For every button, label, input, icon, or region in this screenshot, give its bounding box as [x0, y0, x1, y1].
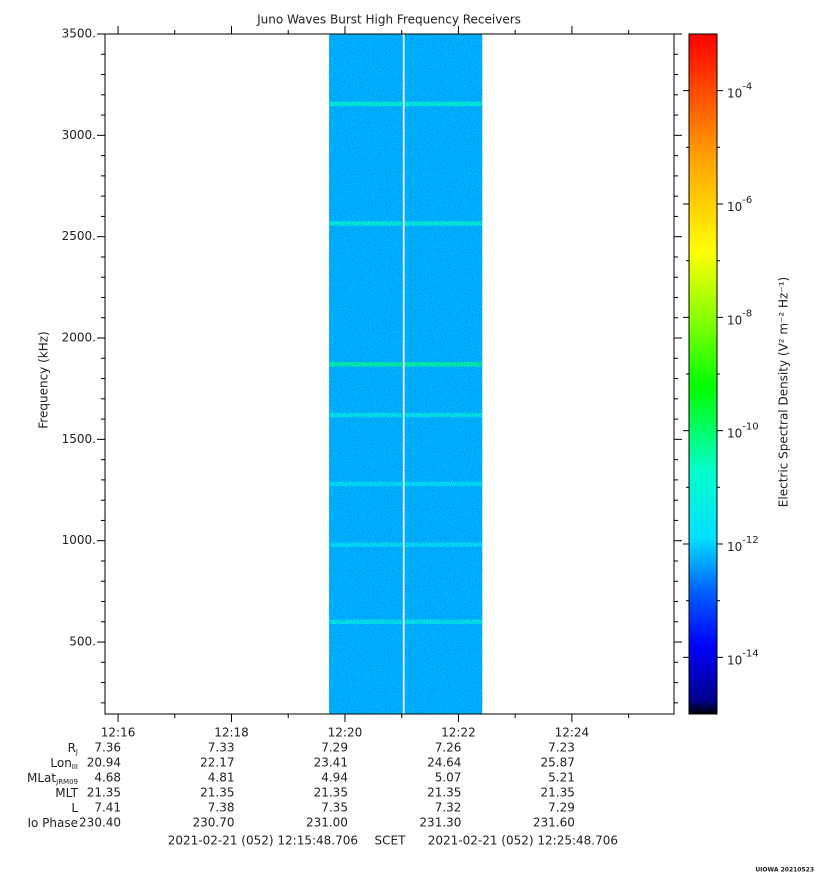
ephemeris-value: 230.40 [79, 816, 121, 830]
ephemeris-value: 7.29 [548, 801, 575, 815]
y-tick-label: 3000. [62, 128, 96, 142]
chart-title: Juno Waves Burst High Frequency Receiver… [256, 13, 521, 27]
ephemeris-value: 7.26 [435, 741, 462, 755]
colorbar-tick-label: 10-10 [727, 422, 759, 441]
ephemeris-label: L [71, 801, 78, 815]
colorbar-tick-base: 10 [727, 653, 742, 667]
x-tick-label: 12:24 [555, 726, 590, 740]
ephemeris-label: Io Phase [27, 816, 78, 830]
credit: UIOWA 20210523 [755, 867, 814, 874]
ephemeris-value: 21.35 [541, 786, 575, 800]
y-tick-label: 2500. [62, 229, 96, 243]
ephemeris-value: 7.41 [94, 801, 121, 815]
ephemeris-value: 21.35 [427, 786, 461, 800]
colorbar-tick-exponent: -10 [742, 422, 758, 433]
y-tick-label: 1500. [62, 432, 96, 446]
ephemeris-value: 230.70 [193, 816, 235, 830]
y-tick-label: 1000. [62, 533, 96, 547]
colorbar [688, 33, 718, 715]
colorbar-tick-base: 10 [727, 540, 742, 554]
colorbar-tick-exponent: -8 [742, 308, 752, 319]
ephemeris-value: 7.33 [208, 741, 235, 755]
ephemeris-label-text: R [68, 741, 76, 755]
x-tick-label: 12:22 [441, 726, 476, 740]
ephemeris-label-text: MLat [27, 771, 56, 785]
ephemeris-label: RJ [68, 741, 78, 757]
ephemeris-value: 21.35 [87, 786, 121, 800]
ephemeris-value: 231.60 [533, 816, 575, 830]
ephemeris-value: 21.35 [200, 786, 234, 800]
ephemeris-value: 4.81 [208, 771, 235, 785]
ephemeris-label: MLatJRM09 [27, 771, 78, 787]
ephemeris-label-sub: J [75, 748, 78, 756]
colorbar-tick-label: 10-8 [727, 308, 752, 327]
y-tick-label: 3500. [62, 27, 96, 41]
ephemeris-label-text: MLT [55, 786, 78, 800]
colorbar-tick-base: 10 [727, 86, 742, 100]
ephemeris-label-sub: JRM09 [55, 778, 78, 786]
ephemeris-label-sub: III [72, 763, 78, 771]
footer-start: 2021-02-21 (052) 12:15:48.706 [168, 834, 358, 848]
colorbar-tick-label: 10-12 [727, 535, 759, 554]
colorbar-tick-base: 10 [727, 426, 742, 440]
colorbar-tick-label: 10-14 [727, 648, 759, 667]
ephemeris-value: 23.41 [314, 756, 348, 770]
ephemeris-value: 7.36 [94, 741, 121, 755]
ephemeris-value: 231.00 [306, 816, 348, 830]
ephemeris-value: 25.87 [541, 756, 575, 770]
ephemeris-label-text: L [71, 801, 78, 815]
ephemeris-value: 231.30 [419, 816, 461, 830]
colorbar-tick-label: 10-6 [727, 195, 752, 214]
colorbar-tick-base: 10 [727, 200, 742, 214]
ephemeris-value: 7.32 [435, 801, 462, 815]
footer-center: SCET [375, 834, 407, 848]
ephemeris-value: 21.35 [314, 786, 348, 800]
noise-texture [404, 34, 483, 714]
ephemeris-value: 7.35 [321, 801, 348, 815]
noise-texture [329, 34, 403, 714]
ephemeris-label-text: Lon [50, 756, 71, 770]
ephemeris-label: MLT [55, 786, 78, 800]
ephemeris-value: 7.38 [208, 801, 235, 815]
ephemeris-value: 24.64 [427, 756, 461, 770]
colorbar-label: Electric Spectral Density (V² m⁻² Hz⁻¹) [777, 277, 791, 507]
ephemeris-label-text: Io Phase [27, 816, 78, 830]
y-tick-label: 500. [69, 635, 96, 649]
colorbar-tick-exponent: -12 [742, 535, 758, 546]
ephemeris-value: 5.21 [548, 771, 575, 785]
y-tick-label: 2000. [62, 331, 96, 345]
ephemeris-label: LonIII [50, 756, 78, 772]
ephemeris-value: 22.17 [200, 756, 234, 770]
x-tick-label: 12:20 [328, 726, 363, 740]
plot-frame [104, 33, 675, 715]
footer-end: 2021-02-21 (052) 12:25:48.706 [428, 834, 618, 848]
colorbar-tick-exponent: -14 [742, 648, 758, 659]
x-tick-label: 12:16 [101, 726, 136, 740]
colorbar-tick-exponent: -4 [742, 82, 752, 93]
x-tick-label: 12:18 [214, 726, 249, 740]
y-axis-label: Frequency (kHz) [37, 331, 51, 428]
ephemeris-value: 4.94 [321, 771, 348, 785]
colorbar-tick-exponent: -6 [742, 195, 752, 206]
ephemeris-value: 7.23 [548, 741, 575, 755]
ephemeris-value: 7.29 [321, 741, 348, 755]
colorbar-tick-label: 10-4 [727, 82, 752, 101]
ephemeris-value: 20.94 [87, 756, 121, 770]
ephemeris-value: 4.68 [94, 771, 121, 785]
ephemeris-value: 5.07 [435, 771, 462, 785]
colorbar-tick-base: 10 [727, 313, 742, 327]
